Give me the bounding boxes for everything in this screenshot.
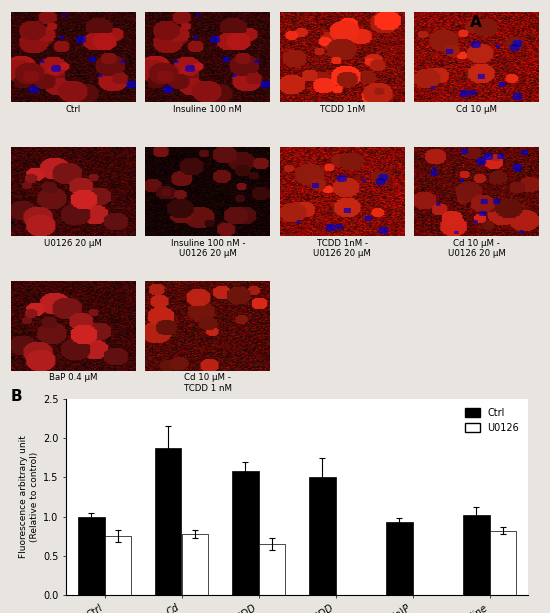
Bar (309, 478, 336, 595)
X-axis label: Ctrl: Ctrl (65, 105, 81, 113)
X-axis label: Cd 10 μM -
TCDD 1 nM: Cd 10 μM - TCDD 1 nM (184, 373, 232, 393)
X-axis label: Cd 10 μM -
U0126 20 μM: Cd 10 μM - U0126 20 μM (448, 239, 505, 259)
Bar (182, 534, 208, 595)
Y-axis label: Fluorescence arbitrary unit
(Relative to control): Fluorescence arbitrary unit (Relative to… (19, 436, 39, 558)
X-axis label: Insuline 100 nM -
U0126 20 μM: Insuline 100 nM - U0126 20 μM (170, 239, 245, 259)
Legend: Ctrl, U0126: Ctrl, U0126 (461, 404, 523, 437)
X-axis label: Cd 10 μM: Cd 10 μM (456, 105, 497, 113)
X-axis label: Insuline 100 nM: Insuline 100 nM (173, 105, 242, 113)
X-axis label: TCDD 1nM: TCDD 1nM (320, 105, 365, 113)
Bar (386, 522, 412, 595)
Bar (490, 531, 516, 595)
Bar (155, 448, 182, 595)
X-axis label: BaP 0.4 μM: BaP 0.4 μM (49, 373, 97, 383)
Bar (232, 471, 258, 595)
Text: A: A (470, 15, 482, 30)
X-axis label: TCDD 1nM -
U0126 20 μM: TCDD 1nM - U0126 20 μM (314, 239, 371, 259)
Bar (78, 517, 104, 595)
Text: B: B (11, 389, 23, 404)
X-axis label: U0126 20 μM: U0126 20 μM (45, 239, 102, 248)
Bar (104, 536, 131, 595)
Bar (258, 544, 285, 595)
Bar (463, 515, 490, 595)
